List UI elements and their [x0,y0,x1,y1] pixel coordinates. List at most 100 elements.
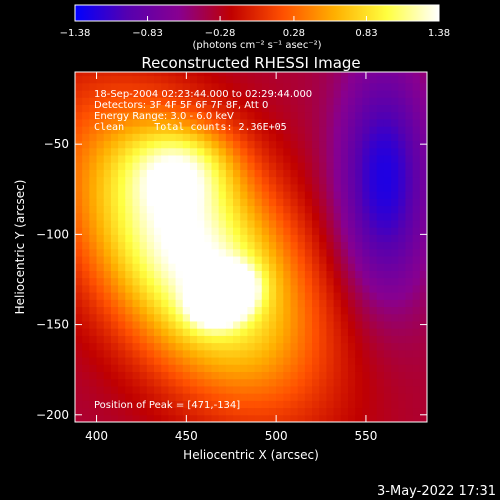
heatmap-cell [355,335,363,344]
heatmap-cell [132,248,141,257]
heatmap-cell [161,205,169,214]
heatmap-cell [297,306,306,315]
heatmap-cell [304,140,313,149]
heatmap-cell [182,342,191,351]
heatmap-cell [89,97,98,105]
heatmap-cell [182,82,191,91]
heatmap-cell [276,357,284,365]
heatmap-cell [355,111,363,120]
heatmap-cell [290,104,299,113]
heatmap-cell [204,378,212,387]
heatmap-cell [161,97,169,105]
heatmap-cell [125,248,133,257]
heatmap-cell [233,378,241,387]
heatmap-cell [132,191,141,199]
heatmap-cell [405,154,414,163]
heatmap-cell [355,292,363,300]
heatmap-cell [82,299,90,308]
heatmap-cell [89,176,98,185]
heatmap-cell [412,162,421,170]
heatmap-cell [254,320,263,329]
heatmap-cell [197,126,205,134]
heatmap-cell [268,234,277,243]
heatmap-cell [383,147,392,156]
heatmap-cell [75,227,83,235]
heatmap-cell [419,328,427,336]
heatmap-cell [326,176,335,185]
heatmap-cell [355,162,363,170]
heatmap-cell [197,111,205,120]
heatmap-cell [376,320,385,329]
heatmap-cell [204,176,212,185]
heatmap-cell [82,393,90,401]
heatmap-cell [96,191,105,199]
heatmap-cell [261,256,270,264]
heatmap-cell [240,82,248,91]
heatmap-cell [376,407,385,416]
heatmap-cell [110,306,119,315]
heatmap-cell [268,162,277,170]
heatmap-cell [125,118,133,127]
heatmap-cell [125,183,133,192]
heatmap-cell [118,284,126,293]
heatmap-cell [369,82,378,91]
heatmap-cell [189,378,198,387]
heatmap-cell [369,133,378,142]
heatmap-cell [154,191,162,199]
heatmap-cell [168,97,177,105]
heatmap-cell [161,256,169,264]
heatmap-cell [168,357,177,365]
heatmap-cell [391,277,399,286]
heatmap-cell [168,364,177,372]
heatmap-cell [297,227,306,235]
heatmap-cell [82,176,90,185]
heatmap-cell [197,284,205,293]
heatmap-cell [391,219,399,228]
heatmap-cell [376,299,385,308]
heatmap-cell [383,219,392,228]
heatmap-cell [132,335,141,344]
heatmap-cell [161,154,169,163]
heatmap-cell [326,133,335,142]
heatmap-cell [340,234,349,243]
heatmap-cell [233,72,241,77]
heatmap-cell [89,72,98,77]
heatmap-cell [75,154,83,163]
heatmap-cell [261,349,270,358]
heatmap-cell [268,284,277,293]
heatmap-cell [118,328,126,336]
heatmap-cell [340,292,349,300]
heatmap-cell [326,97,335,105]
heatmap-cell [240,393,248,401]
heatmap-cell [82,378,90,387]
heatmap-cell [369,284,378,293]
heatmap-cell [326,328,335,336]
heatmap-cell [204,256,212,264]
heatmap-cell [369,277,378,286]
heatmap-cell [362,205,371,214]
heatmap-cell [118,126,126,134]
heatmap-cell [161,371,169,380]
heatmap-cell [139,299,148,308]
heatmap-cell [197,313,205,322]
heatmap-cell [110,118,119,127]
heatmap-cell [154,371,162,380]
heatmap-cell [376,104,385,113]
heatmap-cell [103,342,112,351]
heatmap-cell [75,335,83,344]
heatmap-cell [391,191,399,199]
heatmap-cell [211,393,220,401]
heatmap-cell [261,176,270,185]
heatmap-cell [197,393,205,401]
heatmap-cell [297,133,306,142]
colorbar-tick-label: −0.83 [132,28,163,39]
heatmap-cell [189,205,198,214]
heatmap-cell [326,320,335,329]
heatmap-cell [254,335,263,344]
heatmap-cell [132,400,141,409]
heatmap-cell [189,111,198,120]
heatmap-cell [376,72,385,77]
heatmap-cell [333,393,342,401]
heatmap-cell [340,212,349,221]
heatmap-cell [340,342,349,351]
